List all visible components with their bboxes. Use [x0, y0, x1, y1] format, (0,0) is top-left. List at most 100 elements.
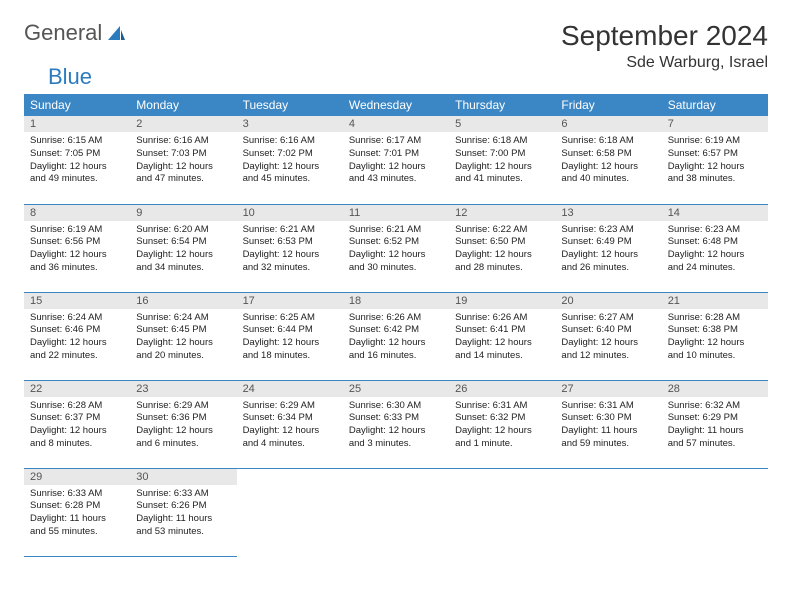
day-details: Sunrise: 6:19 AMSunset: 6:57 PMDaylight:… [662, 132, 768, 190]
calendar-day-cell: 16Sunrise: 6:24 AMSunset: 6:45 PMDayligh… [130, 292, 236, 380]
calendar-table: SundayMondayTuesdayWednesdayThursdayFrid… [24, 94, 768, 557]
logo: General [24, 20, 126, 46]
day-number: 25 [343, 381, 449, 397]
calendar-day-cell: 1Sunrise: 6:15 AMSunset: 7:05 PMDaylight… [24, 116, 130, 204]
day-number: 2 [130, 116, 236, 132]
logo-word2: Blue [48, 64, 92, 89]
calendar-day-cell: 26Sunrise: 6:31 AMSunset: 6:32 PMDayligh… [449, 380, 555, 468]
calendar-day-cell: 15Sunrise: 6:24 AMSunset: 6:46 PMDayligh… [24, 292, 130, 380]
day-details: Sunrise: 6:28 AMSunset: 6:38 PMDaylight:… [662, 309, 768, 367]
day-number: 4 [343, 116, 449, 132]
day-number: 12 [449, 205, 555, 221]
day-number: 3 [237, 116, 343, 132]
day-details: Sunrise: 6:33 AMSunset: 6:28 PMDaylight:… [24, 485, 130, 543]
calendar-day-cell: 17Sunrise: 6:25 AMSunset: 6:44 PMDayligh… [237, 292, 343, 380]
calendar-day-cell: 13Sunrise: 6:23 AMSunset: 6:49 PMDayligh… [555, 204, 661, 292]
day-details: Sunrise: 6:31 AMSunset: 6:30 PMDaylight:… [555, 397, 661, 455]
day-number: 24 [237, 381, 343, 397]
day-number: 15 [24, 293, 130, 309]
day-number: 13 [555, 205, 661, 221]
calendar-day-cell: 30Sunrise: 6:33 AMSunset: 6:26 PMDayligh… [130, 468, 236, 556]
calendar-day-cell: 22Sunrise: 6:28 AMSunset: 6:37 PMDayligh… [24, 380, 130, 468]
day-details: Sunrise: 6:23 AMSunset: 6:48 PMDaylight:… [662, 221, 768, 279]
day-number: 8 [24, 205, 130, 221]
day-details: Sunrise: 6:31 AMSunset: 6:32 PMDaylight:… [449, 397, 555, 455]
logo-word1: General [24, 20, 102, 46]
calendar-day-cell: 10Sunrise: 6:21 AMSunset: 6:53 PMDayligh… [237, 204, 343, 292]
day-number: 10 [237, 205, 343, 221]
day-details: Sunrise: 6:26 AMSunset: 6:42 PMDaylight:… [343, 309, 449, 367]
calendar-day-cell: 2Sunrise: 6:16 AMSunset: 7:03 PMDaylight… [130, 116, 236, 204]
weekday-header: Tuesday [237, 94, 343, 116]
calendar-week-row: 22Sunrise: 6:28 AMSunset: 6:37 PMDayligh… [24, 380, 768, 468]
day-details: Sunrise: 6:24 AMSunset: 6:46 PMDaylight:… [24, 309, 130, 367]
calendar-day-cell: 24Sunrise: 6:29 AMSunset: 6:34 PMDayligh… [237, 380, 343, 468]
calendar-week-row: 29Sunrise: 6:33 AMSunset: 6:28 PMDayligh… [24, 468, 768, 556]
day-number: 20 [555, 293, 661, 309]
day-details: Sunrise: 6:33 AMSunset: 6:26 PMDaylight:… [130, 485, 236, 543]
calendar-day-cell: 14Sunrise: 6:23 AMSunset: 6:48 PMDayligh… [662, 204, 768, 292]
day-number: 17 [237, 293, 343, 309]
calendar-day-cell: 20Sunrise: 6:27 AMSunset: 6:40 PMDayligh… [555, 292, 661, 380]
weekday-header: Friday [555, 94, 661, 116]
calendar-week-row: 15Sunrise: 6:24 AMSunset: 6:46 PMDayligh… [24, 292, 768, 380]
calendar-day-cell: 25Sunrise: 6:30 AMSunset: 6:33 PMDayligh… [343, 380, 449, 468]
day-details: Sunrise: 6:19 AMSunset: 6:56 PMDaylight:… [24, 221, 130, 279]
calendar-day-cell: 3Sunrise: 6:16 AMSunset: 7:02 PMDaylight… [237, 116, 343, 204]
day-number: 6 [555, 116, 661, 132]
calendar-day-cell: 4Sunrise: 6:17 AMSunset: 7:01 PMDaylight… [343, 116, 449, 204]
day-number: 21 [662, 293, 768, 309]
logo-line2: Blue [24, 64, 768, 90]
day-details: Sunrise: 6:24 AMSunset: 6:45 PMDaylight:… [130, 309, 236, 367]
calendar-day-cell [449, 468, 555, 556]
day-details: Sunrise: 6:26 AMSunset: 6:41 PMDaylight:… [449, 309, 555, 367]
day-details: Sunrise: 6:25 AMSunset: 6:44 PMDaylight:… [237, 309, 343, 367]
day-number: 14 [662, 205, 768, 221]
day-details: Sunrise: 6:32 AMSunset: 6:29 PMDaylight:… [662, 397, 768, 455]
calendar-day-cell [555, 468, 661, 556]
day-number: 28 [662, 381, 768, 397]
calendar-day-cell: 29Sunrise: 6:33 AMSunset: 6:28 PMDayligh… [24, 468, 130, 556]
day-details: Sunrise: 6:17 AMSunset: 7:01 PMDaylight:… [343, 132, 449, 190]
day-details: Sunrise: 6:20 AMSunset: 6:54 PMDaylight:… [130, 221, 236, 279]
day-details: Sunrise: 6:16 AMSunset: 7:02 PMDaylight:… [237, 132, 343, 190]
day-number: 26 [449, 381, 555, 397]
day-number: 9 [130, 205, 236, 221]
calendar-body: 1Sunrise: 6:15 AMSunset: 7:05 PMDaylight… [24, 116, 768, 556]
calendar-day-cell [662, 468, 768, 556]
calendar-day-cell [237, 468, 343, 556]
day-number: 1 [24, 116, 130, 132]
day-number: 27 [555, 381, 661, 397]
day-details: Sunrise: 6:18 AMSunset: 6:58 PMDaylight:… [555, 132, 661, 190]
day-number: 29 [24, 469, 130, 485]
calendar-day-cell: 19Sunrise: 6:26 AMSunset: 6:41 PMDayligh… [449, 292, 555, 380]
day-number: 7 [662, 116, 768, 132]
calendar-day-cell: 5Sunrise: 6:18 AMSunset: 7:00 PMDaylight… [449, 116, 555, 204]
day-details: Sunrise: 6:28 AMSunset: 6:37 PMDaylight:… [24, 397, 130, 455]
day-number: 11 [343, 205, 449, 221]
calendar-day-cell: 9Sunrise: 6:20 AMSunset: 6:54 PMDaylight… [130, 204, 236, 292]
day-details: Sunrise: 6:18 AMSunset: 7:00 PMDaylight:… [449, 132, 555, 190]
calendar-day-cell: 21Sunrise: 6:28 AMSunset: 6:38 PMDayligh… [662, 292, 768, 380]
day-number: 30 [130, 469, 236, 485]
weekday-header: Sunday [24, 94, 130, 116]
weekday-header: Monday [130, 94, 236, 116]
calendar-day-cell: 12Sunrise: 6:22 AMSunset: 6:50 PMDayligh… [449, 204, 555, 292]
weekday-header: Saturday [662, 94, 768, 116]
day-details: Sunrise: 6:30 AMSunset: 6:33 PMDaylight:… [343, 397, 449, 455]
weekday-header: Wednesday [343, 94, 449, 116]
day-number: 22 [24, 381, 130, 397]
page-title: September 2024 [561, 20, 768, 52]
calendar-day-cell: 28Sunrise: 6:32 AMSunset: 6:29 PMDayligh… [662, 380, 768, 468]
day-details: Sunrise: 6:21 AMSunset: 6:53 PMDaylight:… [237, 221, 343, 279]
calendar-day-cell: 11Sunrise: 6:21 AMSunset: 6:52 PMDayligh… [343, 204, 449, 292]
day-details: Sunrise: 6:29 AMSunset: 6:36 PMDaylight:… [130, 397, 236, 455]
day-number: 16 [130, 293, 236, 309]
day-number: 5 [449, 116, 555, 132]
day-details: Sunrise: 6:23 AMSunset: 6:49 PMDaylight:… [555, 221, 661, 279]
day-details: Sunrise: 6:21 AMSunset: 6:52 PMDaylight:… [343, 221, 449, 279]
day-number: 18 [343, 293, 449, 309]
calendar-day-cell [343, 468, 449, 556]
day-details: Sunrise: 6:22 AMSunset: 6:50 PMDaylight:… [449, 221, 555, 279]
calendar-day-cell: 23Sunrise: 6:29 AMSunset: 6:36 PMDayligh… [130, 380, 236, 468]
